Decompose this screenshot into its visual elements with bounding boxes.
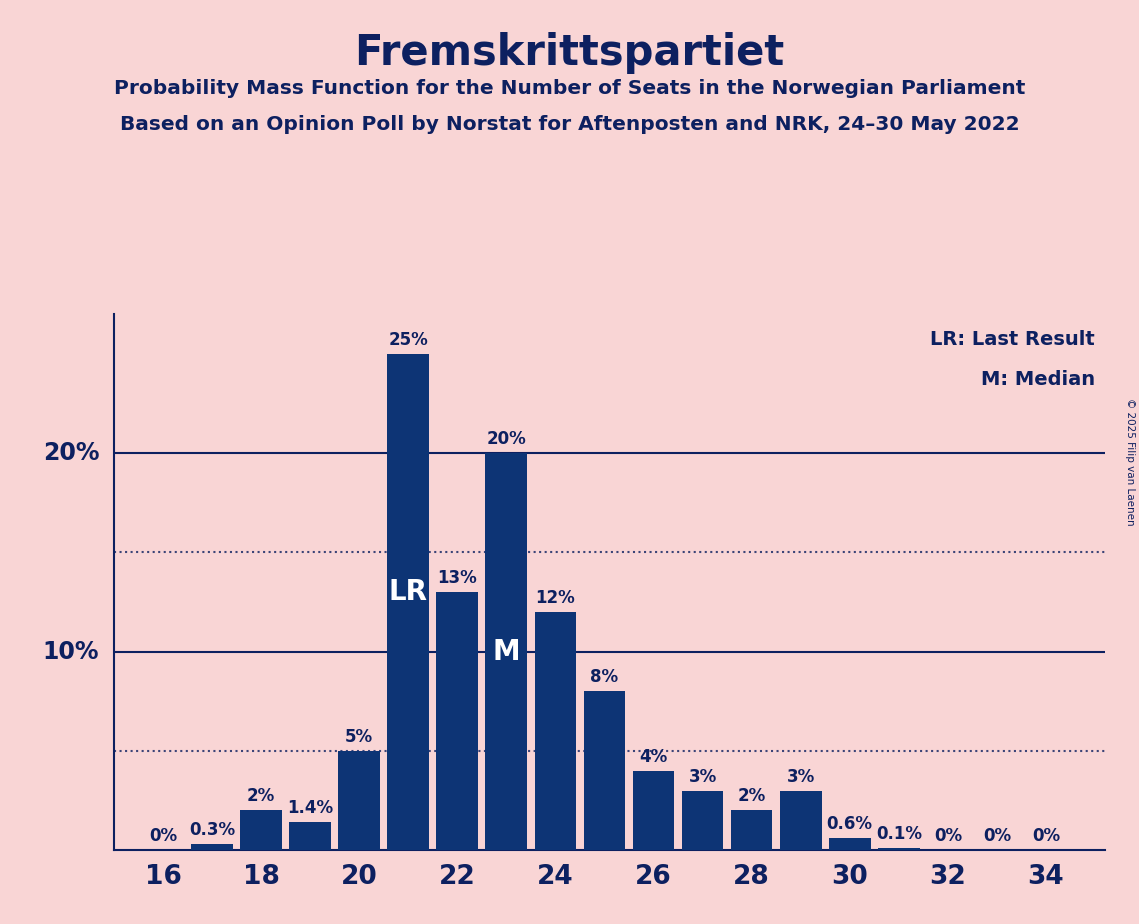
- Text: 20%: 20%: [42, 441, 99, 465]
- Text: 5%: 5%: [345, 728, 374, 746]
- Bar: [534, 612, 576, 850]
- Bar: [829, 838, 870, 850]
- Text: 2%: 2%: [247, 787, 276, 806]
- Text: 0%: 0%: [1032, 827, 1060, 845]
- Text: 10%: 10%: [42, 639, 99, 663]
- Text: Based on an Opinion Poll by Norstat for Aftenposten and NRK, 24–30 May 2022: Based on an Opinion Poll by Norstat for …: [120, 116, 1019, 135]
- Text: 0.3%: 0.3%: [189, 821, 235, 839]
- Text: © 2025 Filip van Laenen: © 2025 Filip van Laenen: [1125, 398, 1134, 526]
- Text: Probability Mass Function for the Number of Seats in the Norwegian Parliament: Probability Mass Function for the Number…: [114, 79, 1025, 98]
- Text: 0%: 0%: [983, 827, 1011, 845]
- Text: 3%: 3%: [787, 768, 814, 785]
- Bar: [731, 810, 772, 850]
- Text: 12%: 12%: [535, 589, 575, 607]
- Bar: [338, 751, 380, 850]
- Bar: [240, 810, 282, 850]
- Bar: [780, 791, 821, 850]
- Bar: [632, 771, 674, 850]
- Bar: [191, 845, 232, 850]
- Text: 0.6%: 0.6%: [827, 815, 872, 833]
- Text: 3%: 3%: [688, 768, 716, 785]
- Bar: [387, 354, 429, 850]
- Text: 8%: 8%: [590, 668, 618, 687]
- Text: 1.4%: 1.4%: [287, 799, 334, 818]
- Text: M: M: [492, 638, 521, 665]
- Text: 0%: 0%: [934, 827, 962, 845]
- Bar: [682, 791, 723, 850]
- Text: LR: LR: [388, 578, 428, 606]
- Text: 4%: 4%: [639, 748, 667, 766]
- Text: Fremskrittspartiet: Fremskrittspartiet: [354, 32, 785, 74]
- Bar: [878, 848, 919, 850]
- Bar: [583, 691, 625, 850]
- Text: 13%: 13%: [437, 569, 477, 587]
- Text: LR: Last Result: LR: Last Result: [931, 330, 1095, 349]
- Text: 0%: 0%: [149, 827, 177, 845]
- Bar: [289, 822, 331, 850]
- Text: M: Median: M: Median: [981, 370, 1095, 389]
- Bar: [436, 592, 478, 850]
- Text: 20%: 20%: [486, 431, 526, 448]
- Bar: [485, 453, 527, 850]
- Text: 0.1%: 0.1%: [876, 825, 921, 843]
- Text: 2%: 2%: [737, 787, 765, 806]
- Text: 25%: 25%: [388, 331, 428, 349]
